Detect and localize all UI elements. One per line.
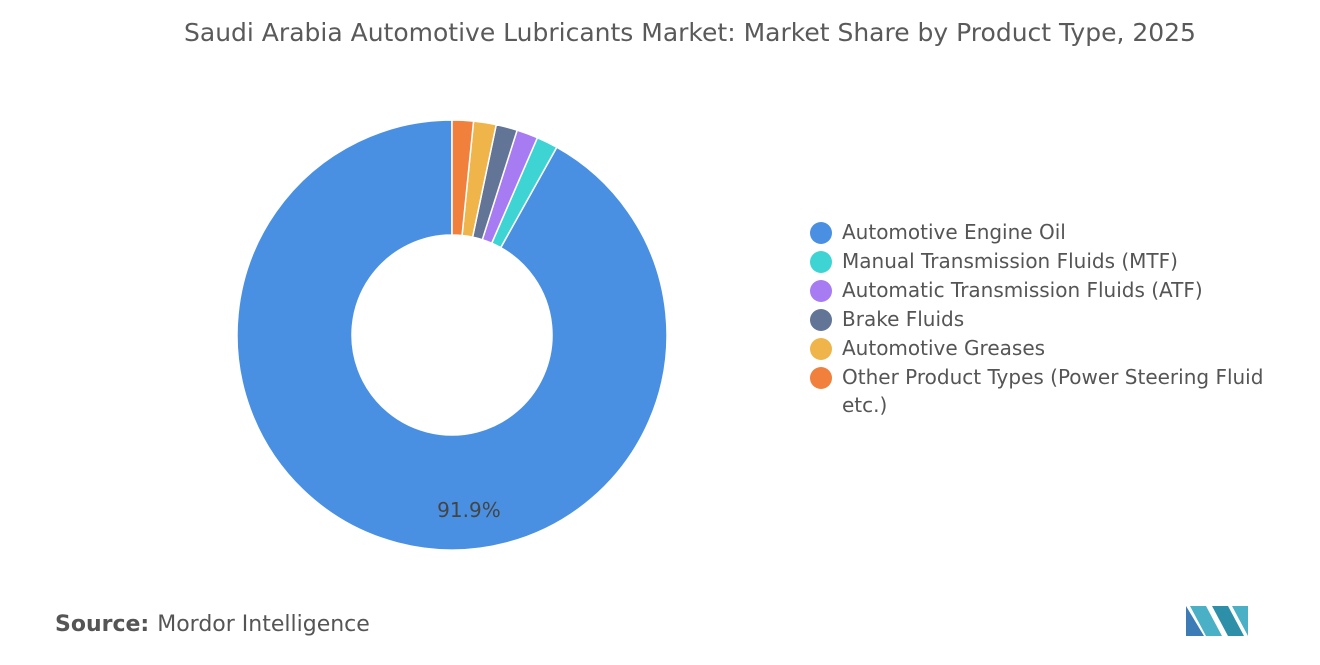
legend-swatch: [810, 280, 832, 302]
legend-item: Automatic Transmission Fluids (ATF): [810, 276, 1280, 304]
legend-label: Automatic Transmission Fluids (ATF): [842, 278, 1203, 302]
legend-swatch: [810, 309, 832, 331]
legend-item: Automotive Engine Oil: [810, 218, 1280, 246]
logo: [1186, 606, 1248, 636]
legend-item: Automotive Greases: [810, 334, 1280, 362]
legend-label: Automotive Engine Oil: [842, 220, 1066, 244]
legend-label: Automotive Greases: [842, 336, 1046, 360]
source: Source: Mordor Intelligence: [55, 612, 370, 637]
legend-item: Other Product Types (Power Steering Flui…: [810, 363, 1280, 419]
legend-swatch: [810, 367, 832, 389]
legend: Automotive Engine Oil Manual Transmission…: [810, 218, 1280, 420]
legend-item: Manual Transmission Fluids (MTF): [810, 247, 1280, 275]
legend-label: Other Product Types (Power Steering Flui…: [842, 365, 1264, 417]
legend-swatch: [810, 338, 832, 360]
data-label: 91.9%: [437, 498, 501, 522]
legend-swatch: [810, 222, 832, 244]
legend-item: Brake Fluids: [810, 305, 1280, 333]
legend-label: Manual Transmission Fluids (MTF): [842, 249, 1178, 273]
donut-slice: [451, 119, 475, 237]
source-text: Mordor Intelligence: [157, 612, 370, 637]
legend-label: Brake Fluids: [842, 307, 965, 331]
legend-swatch: [810, 251, 832, 273]
chart-title: Saudi Arabia Automotive Lubricants Marke…: [184, 18, 1196, 47]
source-label: Source:: [55, 612, 150, 637]
donut-slice: [236, 119, 668, 551]
